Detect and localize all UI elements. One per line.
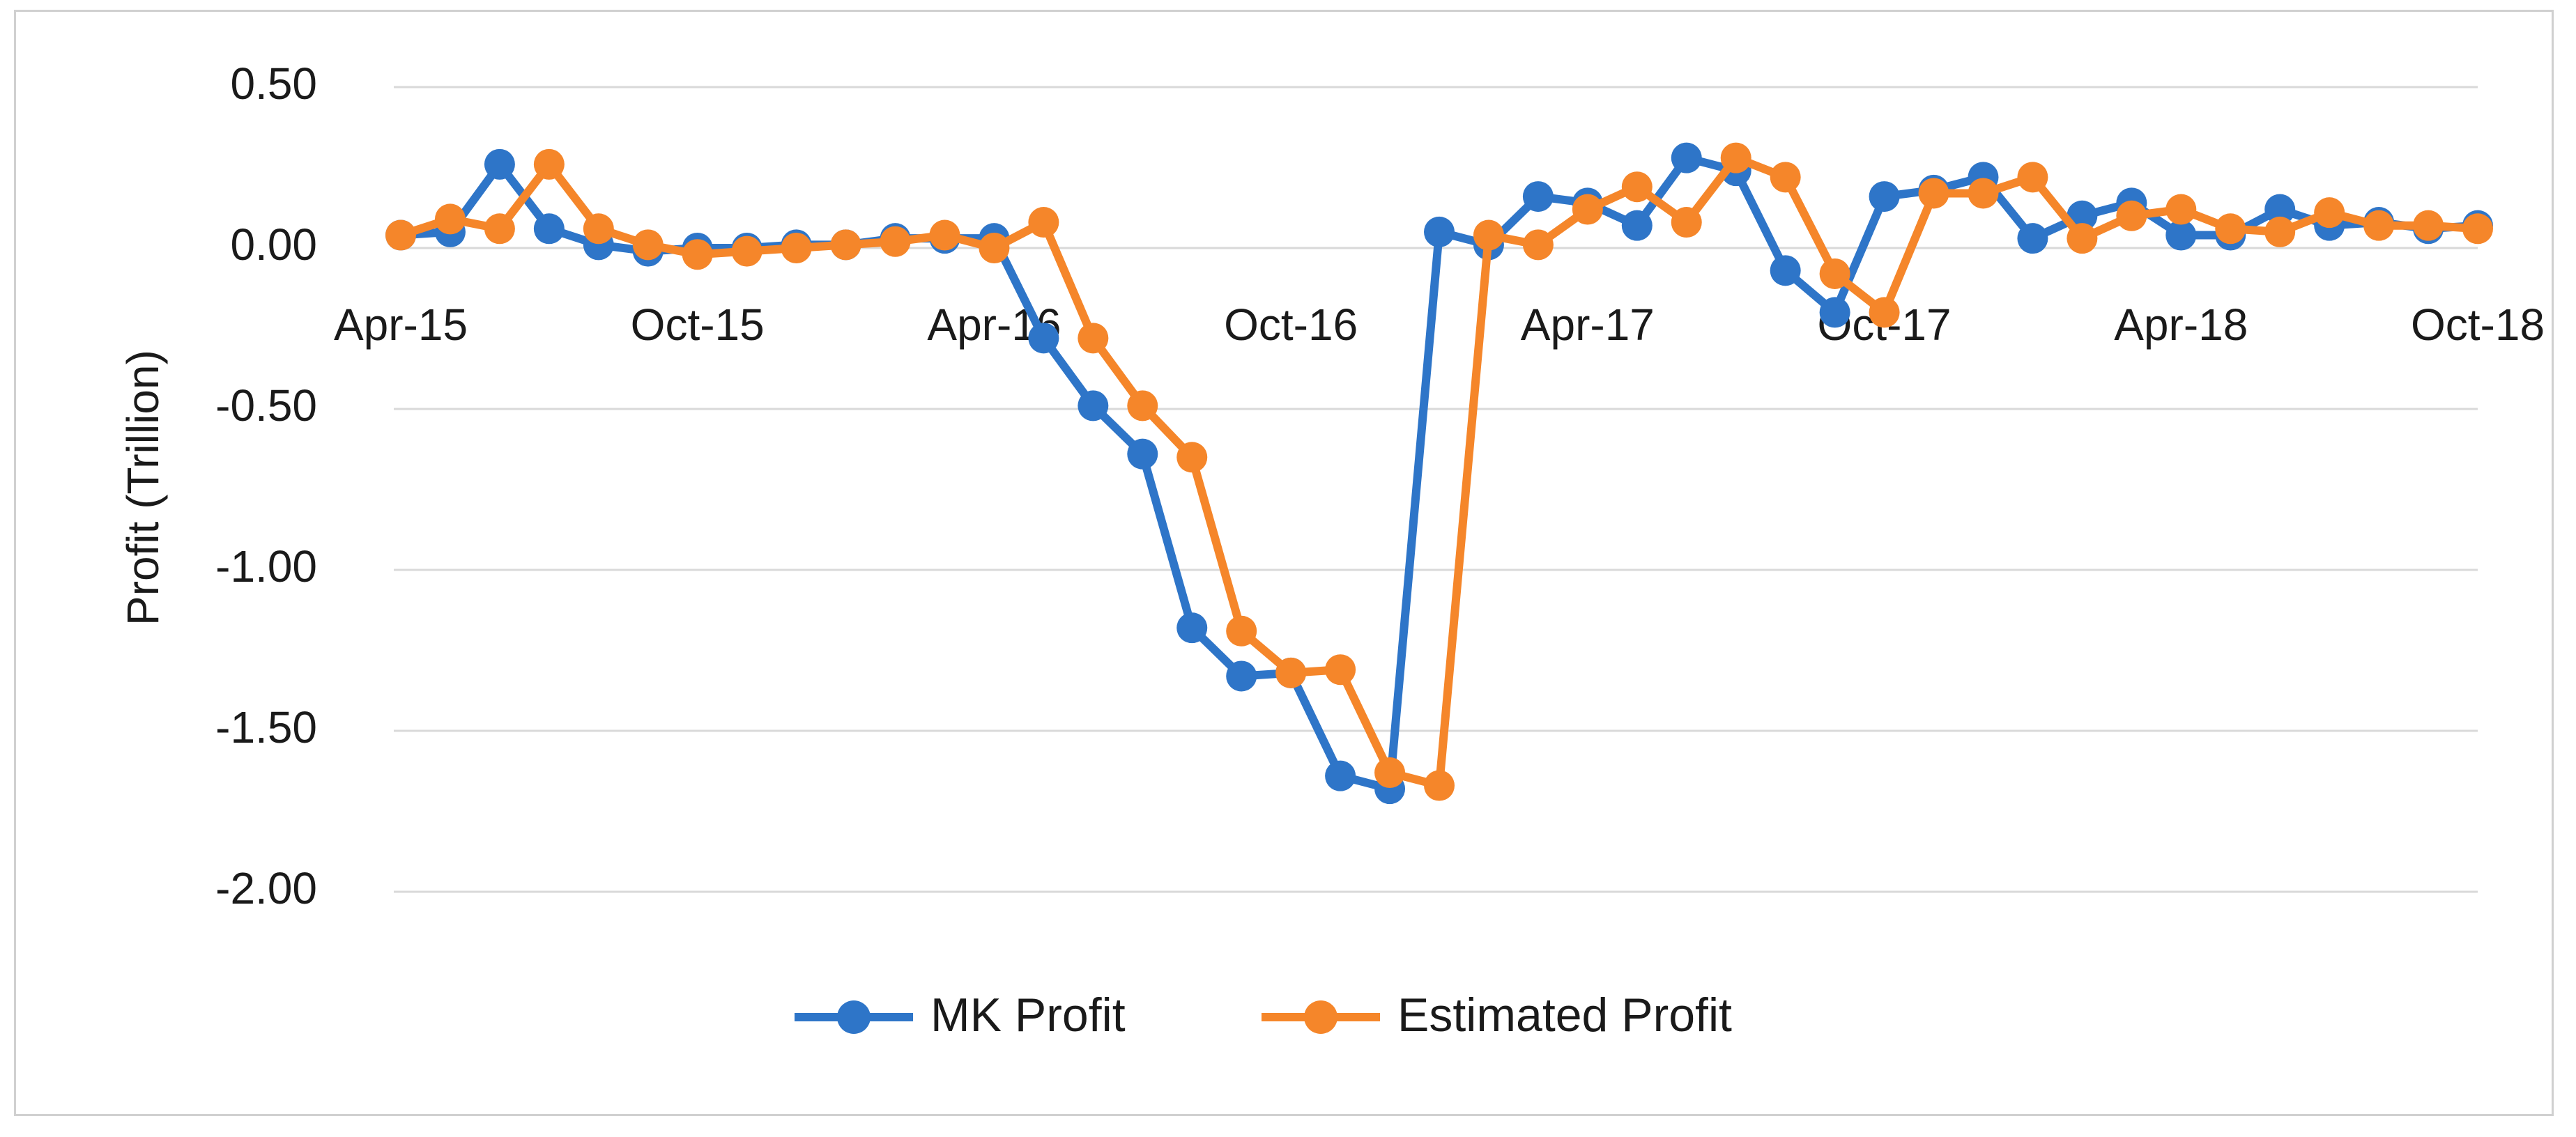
data-point-estimated-profit-sep-18[interactable] bbox=[2413, 210, 2444, 241]
x-tick-label-oct-16: Oct-16 bbox=[1224, 300, 1358, 350]
data-point-mk-profit-jun-17[interactable] bbox=[1671, 142, 1702, 173]
data-point-estimated-profit-jul-15[interactable] bbox=[533, 148, 565, 180]
x-tick-label-oct-18: Oct-18 bbox=[2411, 300, 2545, 350]
data-point-estimated-profit-oct-15[interactable] bbox=[682, 239, 713, 270]
data-point-estimated-profit-dec-16[interactable] bbox=[1374, 757, 1406, 789]
series-layer bbox=[385, 142, 2493, 805]
data-point-mk-profit-nov-16[interactable] bbox=[1325, 760, 1356, 791]
legend: MK Profit Estimated Profit bbox=[795, 989, 1732, 1042]
data-point-estimated-profit-dec-17[interactable] bbox=[1968, 178, 1999, 209]
data-point-estimated-profit-aug-18[interactable] bbox=[2363, 210, 2395, 241]
data-point-estimated-profit-mar-16[interactable] bbox=[929, 219, 960, 251]
data-point-estimated-profit-dec-15[interactable] bbox=[781, 233, 812, 263]
x-tick-label-oct-15: Oct-15 bbox=[631, 300, 765, 350]
data-point-estimated-profit-sep-15[interactable] bbox=[632, 229, 664, 261]
data-point-mk-profit-sep-16[interactable] bbox=[1226, 660, 1257, 692]
data-point-estimated-profit-mar-18[interactable] bbox=[2116, 200, 2147, 231]
x-tick-label-apr-17: Apr-17 bbox=[1521, 300, 1655, 350]
data-point-mk-profit-jul-16[interactable] bbox=[1127, 438, 1158, 470]
data-point-estimated-profit-sep-16[interactable] bbox=[1226, 615, 1257, 647]
data-point-mk-profit-sep-17[interactable] bbox=[1819, 297, 1850, 328]
data-point-mk-profit-mar-17[interactable] bbox=[1522, 181, 1554, 212]
data-point-estimated-profit-nov-17[interactable] bbox=[1918, 178, 1949, 209]
data-point-mk-profit-jun-18[interactable] bbox=[2264, 194, 2296, 225]
y-tick-label-0-00: 0.00 bbox=[230, 219, 317, 270]
data-point-estimated-profit-jun-17[interactable] bbox=[1671, 207, 1702, 238]
data-point-estimated-profit-oct-16[interactable] bbox=[1275, 657, 1307, 688]
data-point-estimated-profit-jun-16[interactable] bbox=[1078, 323, 1109, 354]
data-point-estimated-profit-jul-17[interactable] bbox=[1720, 142, 1751, 173]
data-point-mk-profit-aug-16[interactable] bbox=[1176, 612, 1208, 644]
data-point-estimated-profit-aug-16[interactable] bbox=[1176, 442, 1208, 473]
data-point-mk-profit-jan-17[interactable] bbox=[1424, 216, 1455, 247]
series-estimated-profit bbox=[385, 142, 2493, 801]
data-point-mk-profit-may-16[interactable] bbox=[1028, 323, 1059, 354]
data-point-estimated-profit-apr-18[interactable] bbox=[2165, 194, 2197, 225]
data-point-estimated-profit-apr-17[interactable] bbox=[1572, 194, 1603, 225]
data-point-estimated-profit-jan-18[interactable] bbox=[2017, 162, 2048, 193]
legend-label-estimated-profit: Estimated Profit bbox=[1397, 989, 1732, 1042]
data-point-estimated-profit-oct-17[interactable] bbox=[1869, 297, 1900, 328]
y-tick-label-1-00: -1.00 bbox=[215, 541, 317, 591]
data-point-estimated-profit-may-17[interactable] bbox=[1621, 171, 1653, 203]
legend-label-mk-profit: MK Profit bbox=[930, 989, 1126, 1042]
data-point-estimated-profit-apr-16[interactable] bbox=[979, 233, 1010, 263]
y-axis-ticks: 0.50 0.00 -0.50 -1.00 -1.50 -2.00 bbox=[215, 59, 317, 913]
data-point-estimated-profit-nov-15[interactable] bbox=[731, 235, 762, 267]
data-point-mk-profit-aug-17[interactable] bbox=[1770, 255, 1801, 286]
data-point-estimated-profit-oct-18[interactable] bbox=[2462, 213, 2493, 245]
data-point-mk-profit-may-17[interactable] bbox=[1621, 210, 1653, 241]
y-tick-label-1-50: -1.50 bbox=[215, 702, 317, 752]
x-tick-label-apr-15: Apr-15 bbox=[334, 300, 468, 350]
data-point-estimated-profit-jul-18[interactable] bbox=[2314, 197, 2345, 229]
data-point-estimated-profit-jan-17[interactable] bbox=[1424, 770, 1455, 801]
legend-item-estimated-profit[interactable]: Estimated Profit bbox=[1262, 989, 1732, 1042]
legend-item-mk-profit[interactable]: MK Profit bbox=[795, 989, 1126, 1042]
data-point-estimated-profit-may-18[interactable] bbox=[2215, 213, 2246, 245]
data-point-estimated-profit-sep-17[interactable] bbox=[1819, 258, 1850, 289]
data-point-mk-profit-jun-16[interactable] bbox=[1078, 390, 1109, 421]
data-point-estimated-profit-mar-17[interactable] bbox=[1522, 229, 1554, 261]
data-point-estimated-profit-may-16[interactable] bbox=[1028, 207, 1059, 238]
legend-marker-mk-profit bbox=[837, 1000, 871, 1034]
data-point-estimated-profit-aug-17[interactable] bbox=[1770, 162, 1801, 193]
data-point-mk-profit-jul-15[interactable] bbox=[533, 213, 565, 245]
y-tick-label-2-00: -2.00 bbox=[215, 863, 317, 913]
data-point-mk-profit-jun-15[interactable] bbox=[484, 148, 515, 180]
data-point-estimated-profit-feb-16[interactable] bbox=[880, 226, 911, 257]
data-point-mk-profit-oct-17[interactable] bbox=[1869, 181, 1900, 212]
data-point-estimated-profit-feb-18[interactable] bbox=[2067, 223, 2098, 254]
data-point-mk-profit-apr-18[interactable] bbox=[2165, 219, 2197, 251]
data-point-estimated-profit-aug-15[interactable] bbox=[583, 213, 614, 245]
data-point-mk-profit-jan-18[interactable] bbox=[2017, 223, 2048, 254]
data-point-estimated-profit-apr-15[interactable] bbox=[385, 219, 416, 251]
data-point-estimated-profit-jun-15[interactable] bbox=[484, 213, 515, 245]
data-point-estimated-profit-nov-16[interactable] bbox=[1325, 654, 1356, 686]
legend-marker-estimated-profit bbox=[1304, 1000, 1337, 1034]
x-axis-ticks: Apr-15Oct-15Apr-16Oct-16Apr-17Oct-17Apr-… bbox=[334, 300, 2545, 350]
y-tick-label-0-50: -0.50 bbox=[215, 380, 317, 431]
y-tick-label-0-50: 0.50 bbox=[230, 59, 317, 109]
y-axis-title: Profit (Trillion) bbox=[118, 350, 168, 626]
data-point-estimated-profit-jun-18[interactable] bbox=[2264, 216, 2296, 247]
data-point-estimated-profit-jul-16[interactable] bbox=[1127, 390, 1158, 421]
x-tick-label-apr-18: Apr-18 bbox=[2114, 300, 2248, 350]
data-point-estimated-profit-may-15[interactable] bbox=[434, 203, 466, 235]
data-point-estimated-profit-jan-16[interactable] bbox=[830, 229, 861, 261]
data-point-estimated-profit-feb-17[interactable] bbox=[1473, 219, 1504, 251]
